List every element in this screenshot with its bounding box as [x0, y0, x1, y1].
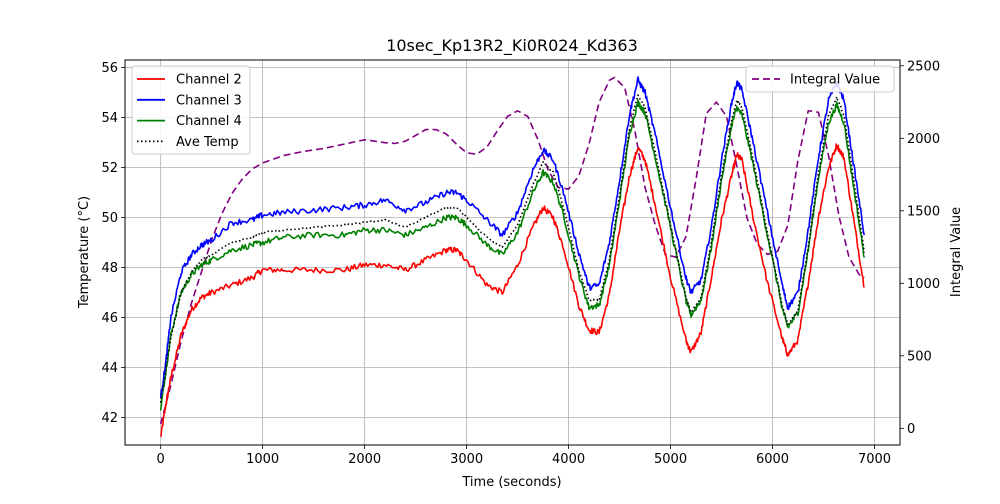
plot-frame	[124, 59, 901, 446]
series-line-channel-2	[160, 143, 866, 438]
legend-label: Channel 2	[176, 73, 242, 88]
series-line-ave-temp	[159, 94, 866, 403]
x-tick-label: 4000	[552, 452, 585, 467]
y-tick-label: 54	[101, 111, 118, 126]
legend-left-box	[131, 65, 251, 155]
y-tick-label: 52	[101, 161, 118, 176]
y-tick-label: 44	[101, 361, 118, 376]
y-tick-label: 50	[101, 211, 118, 226]
x-tick-label: 7000	[858, 452, 891, 467]
y2-tick-label: 2000	[907, 132, 940, 147]
legend-label: Channel 3	[176, 93, 242, 108]
series-group	[159, 76, 866, 438]
y-axis-label: Temperature (°C)	[77, 196, 92, 309]
axes: 0 1000 2000 3000 4000 5000 6000 700042444648505…	[101, 59, 940, 467]
legend-right: Integral Value	[745, 65, 895, 93]
y2-tick-label: 500	[907, 349, 932, 364]
y-tick-label: 42	[101, 411, 118, 426]
y2-axis-label: Integral Value	[949, 207, 964, 297]
chart-title: 10sec_Kp13R2_Ki0R024_Kd363	[386, 36, 638, 56]
x-tick-label: 0	[157, 452, 165, 467]
x-tick-label: 1000	[246, 452, 279, 467]
legend-label: Ave Temp	[176, 135, 239, 150]
legend-right-box	[745, 65, 895, 93]
y2-tick-label: 0	[907, 422, 915, 437]
y2-tick-label: 1000	[907, 277, 940, 292]
x-tick-label: 6000	[756, 452, 789, 467]
x-tick-label: 3000	[450, 452, 483, 467]
y-tick-label: 48	[101, 261, 118, 276]
y2-tick-label: 2500	[907, 59, 940, 74]
y-tick-label: 56	[101, 61, 118, 76]
series-line-channel-4	[159, 99, 866, 411]
series-line-channel-3	[159, 76, 866, 398]
legend-label: Integral Value	[790, 73, 880, 88]
x-tick-label: 2000	[348, 452, 381, 467]
legend-left: Channel 2 Channel 3 Channel 4 Ave Temp	[131, 65, 251, 155]
y2-tick-label: 1500	[907, 204, 940, 219]
legend-label: Channel 4	[176, 114, 242, 129]
x-axis-label: Time (seconds)	[461, 475, 561, 490]
y-tick-label: 46	[101, 311, 118, 326]
x-tick-label: 5000	[654, 452, 687, 467]
grid	[125, 60, 900, 445]
